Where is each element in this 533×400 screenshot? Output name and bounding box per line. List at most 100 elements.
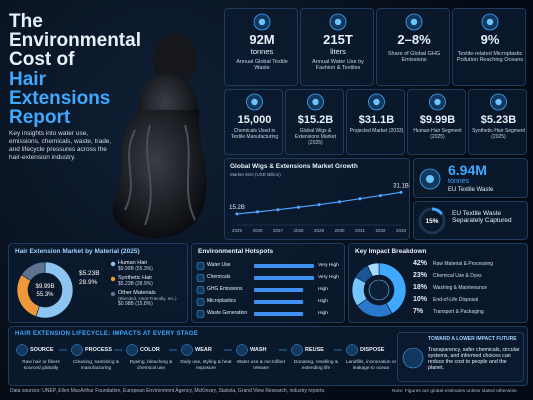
icon-dot <box>334 18 342 26</box>
chart-title: Hair Extension Market by Material (2025) <box>15 248 140 255</box>
footer-note: Note: Figures are global estimates unles… <box>392 389 518 394</box>
stat-label: Synthetic-Hair Segment (2025) <box>472 128 525 140</box>
x-tick-label: 2026 <box>252 228 263 233</box>
eu-value: 6.94M <box>448 162 487 178</box>
material-panel: Hair Extension Market by Material (2025)… <box>8 243 188 323</box>
impact-pct: 18% <box>413 284 428 291</box>
stat-unit: liters <box>330 47 346 56</box>
hotspot-level: High <box>318 287 328 292</box>
x-tick-label: 2027 <box>273 228 284 233</box>
stat-label: Annual Global Textile Waste <box>236 59 288 72</box>
chart-svg: 2025 2026 2027 2028 2029 2030 2031 2032 2033 15.2… <box>229 183 409 233</box>
stat-card: 215T liters Annual Water Use by Fashion & … <box>300 8 374 86</box>
chart-subtitle: Market Size (USD Billion) <box>230 172 281 177</box>
point <box>276 208 280 212</box>
stage-icon <box>16 344 28 356</box>
chart-svg <box>16 344 358 356</box>
stage-icon <box>181 344 193 356</box>
stat-label: Textile-related Microplastic Pollution R… <box>456 51 524 64</box>
point <box>317 203 321 207</box>
legend-note: (Blended, Heat-Friendly, etc.) <box>118 296 177 301</box>
chart-svg <box>329 13 347 31</box>
impact-name: End-of-Life Disposal <box>433 296 479 303</box>
hotspot-bar <box>254 288 304 292</box>
hotspot-bar <box>254 312 304 316</box>
hotspot-name: Waste Generation <box>207 309 248 316</box>
icon-dot <box>410 18 418 26</box>
point <box>399 190 403 194</box>
stage-text: Dyeing, bleaching & chemical use <box>129 360 173 371</box>
point <box>296 205 301 209</box>
icon-dot <box>486 18 494 26</box>
stage-icon <box>126 344 138 356</box>
future-box: TOWARD A LOWER IMPACT FUTURE Transparency… <box>397 332 524 382</box>
stage-text: Water use & microfiber release <box>236 360 286 371</box>
stage-text: Cleaning, sanitizing & manufacturing <box>72 360 120 371</box>
legend-swatch <box>110 261 116 267</box>
stage-text: Donating, reselling & extending life <box>293 360 339 371</box>
point <box>337 200 342 204</box>
legend-value: $9.99B (55.3%) <box>118 266 153 272</box>
center-label: 55.3% <box>36 292 54 298</box>
impact-panel: Key Impact Breakdown 42% Raw Material & Pr… <box>348 243 528 323</box>
market-card: 15,000 Chemicals Used in Textile Manufact… <box>224 89 283 155</box>
stage-name: COLOR <box>140 347 160 353</box>
impact-name: Chemical Use & Dyes <box>433 272 482 279</box>
eu-waste: 6.94M tonnes EU Textile Waste <box>413 158 528 198</box>
eu-label: EU Textile Waste <box>448 187 494 193</box>
center-label: $9.99B <box>35 284 54 290</box>
x-tick-label: 2029 <box>314 228 325 233</box>
stage-icon <box>236 344 248 356</box>
impact-pct: 10% <box>413 296 428 303</box>
impact-pct: 23% <box>413 272 428 279</box>
hotspot-level: High <box>318 311 328 316</box>
chart-svg <box>246 93 263 111</box>
description: Key insights into water use, emissions, … <box>9 130 112 161</box>
legend-swatch <box>110 291 116 297</box>
market-card: $9.99B Human-Hair Segment (2025) <box>407 89 466 155</box>
legend-value: $5.23B (28.9%) <box>118 281 153 287</box>
hotspot-icon <box>196 298 205 306</box>
point <box>255 210 260 214</box>
future-title: TOWARD A LOWER IMPACT FUTURE <box>428 336 517 342</box>
icon-dot <box>434 98 441 106</box>
chart-svg <box>402 347 424 369</box>
stage-text: Raw hair or fibers sourced globally <box>22 360 60 371</box>
point <box>378 193 383 198</box>
stat-label: Chemicals Used in Textile Manufacturing <box>230 128 279 140</box>
stage-name: PROCESS <box>85 347 112 353</box>
stat-card: 2–8% Share of Global GHG Emissions <box>376 8 450 86</box>
stage-name: REUSE <box>305 347 324 353</box>
hotspot-icon <box>196 310 205 318</box>
impact-name: Washing & Maintenance <box>433 284 488 291</box>
stat-value: 15,000 <box>237 114 272 126</box>
legend-label: Synthetic Hair <box>118 275 153 281</box>
stat-label: Share of Global GHG Emissions <box>387 51 441 64</box>
chart-svg: $9.99B 55.3% $5.23B 28.9% <box>16 261 116 319</box>
stat-value: $15.2B <box>297 114 334 126</box>
hotspot-level: Very High <box>318 275 339 280</box>
hotspot-name: GHG Emissions <box>207 285 243 292</box>
chart-svg: 15% <box>418 207 446 235</box>
chart-svg <box>429 93 446 111</box>
legend-label: Other Materials <box>118 290 156 296</box>
hotspot-bar <box>254 300 304 304</box>
stage-name: WASH <box>250 347 267 353</box>
impact-name: Transport & Packaging <box>433 308 484 315</box>
leaf-icon <box>402 347 424 369</box>
title: The Environmental Cost of <box>9 11 141 70</box>
legend-swatch <box>110 276 116 282</box>
legend-label: Human Hair <box>118 260 148 266</box>
stat-value: $9.99B <box>419 114 456 126</box>
eu-unit: tonnes <box>448 178 470 185</box>
lifecycle-panel: HAIR EXTENSION LIFECYCLE: IMPACTS AT EVE… <box>8 326 528 386</box>
chart-svg <box>490 93 507 111</box>
chart-svg <box>481 13 499 31</box>
hotspots-panel: Environmental Hotspots Water Use Very High… <box>191 243 345 323</box>
chart-svg <box>253 13 271 31</box>
market-card: $5.23B Synthetic-Hair Segment (2025) <box>468 89 527 155</box>
icon-dot <box>426 175 434 183</box>
impact-name: Raw Material & Processing <box>433 260 494 267</box>
stage-name: SOURCE <box>30 347 54 353</box>
